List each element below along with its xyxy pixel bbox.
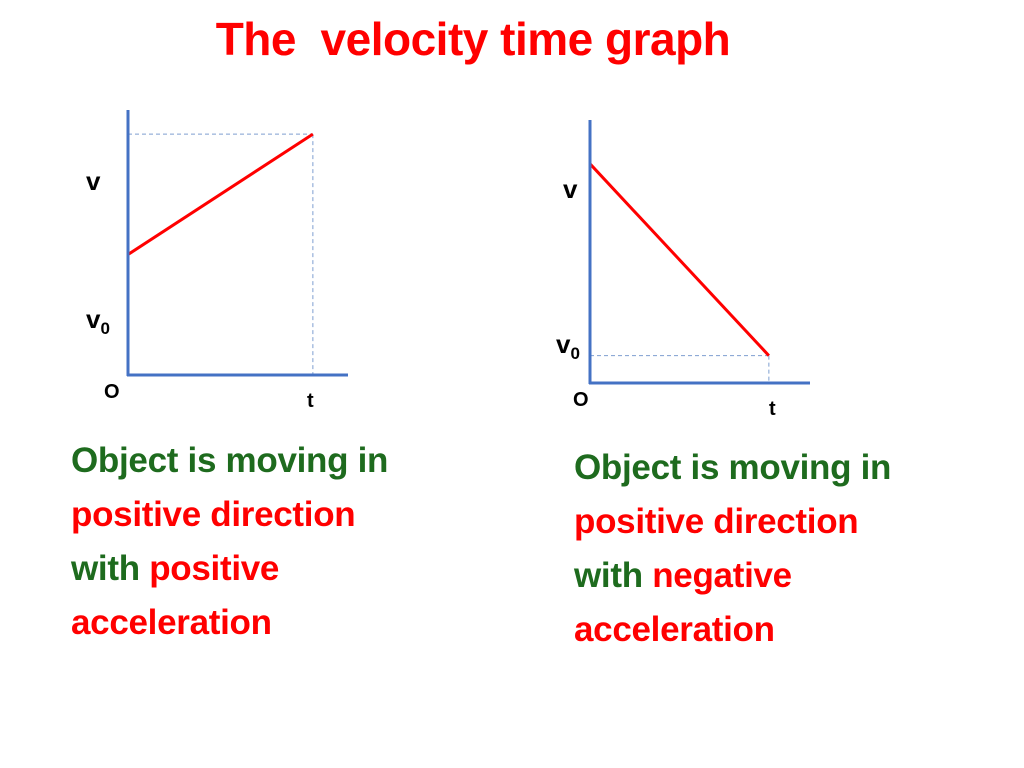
- graph2-label-t: t: [769, 398, 776, 420]
- graph-negative-acceleration: v v0 O t: [556, 120, 810, 420]
- graph1-caption-line3b: positive: [149, 549, 280, 588]
- graph2-caption: Object is moving in positive direction w…: [574, 441, 891, 657]
- graph2-caption-line1: Object is moving in: [574, 448, 892, 487]
- graph2-label-v: v: [563, 174, 578, 204]
- graph1-caption-line3a: with: [71, 549, 150, 588]
- graph1-label-t: t: [307, 390, 314, 412]
- graph1-velocity-line: [127, 132, 314, 256]
- graph2-caption-line2: positive direction: [574, 502, 859, 541]
- graph2-caption-line3b: negative: [652, 556, 792, 595]
- graph1-label-v0: v0: [86, 304, 110, 338]
- slide-title: The velocity time graph: [215, 13, 731, 65]
- graph-positive-acceleration: v v0 O t: [86, 110, 348, 412]
- graph1-caption: Object is moving in positive direction w…: [71, 434, 388, 650]
- graph2-caption-line4: acceleration: [574, 610, 775, 649]
- graph2-label-origin: O: [573, 389, 589, 411]
- graph1-label-v: v: [86, 166, 101, 196]
- graph1-label-origin: O: [104, 381, 120, 403]
- graph1-caption-line2: positive direction: [71, 495, 356, 534]
- graph2-velocity-line: [588, 162, 770, 357]
- graph1-caption-line1: Object is moving in: [71, 441, 389, 480]
- graph1-caption-line4: acceleration: [71, 603, 272, 642]
- graph2-label-v0: v0: [556, 329, 580, 363]
- graph2-caption-line3a: with: [574, 556, 653, 595]
